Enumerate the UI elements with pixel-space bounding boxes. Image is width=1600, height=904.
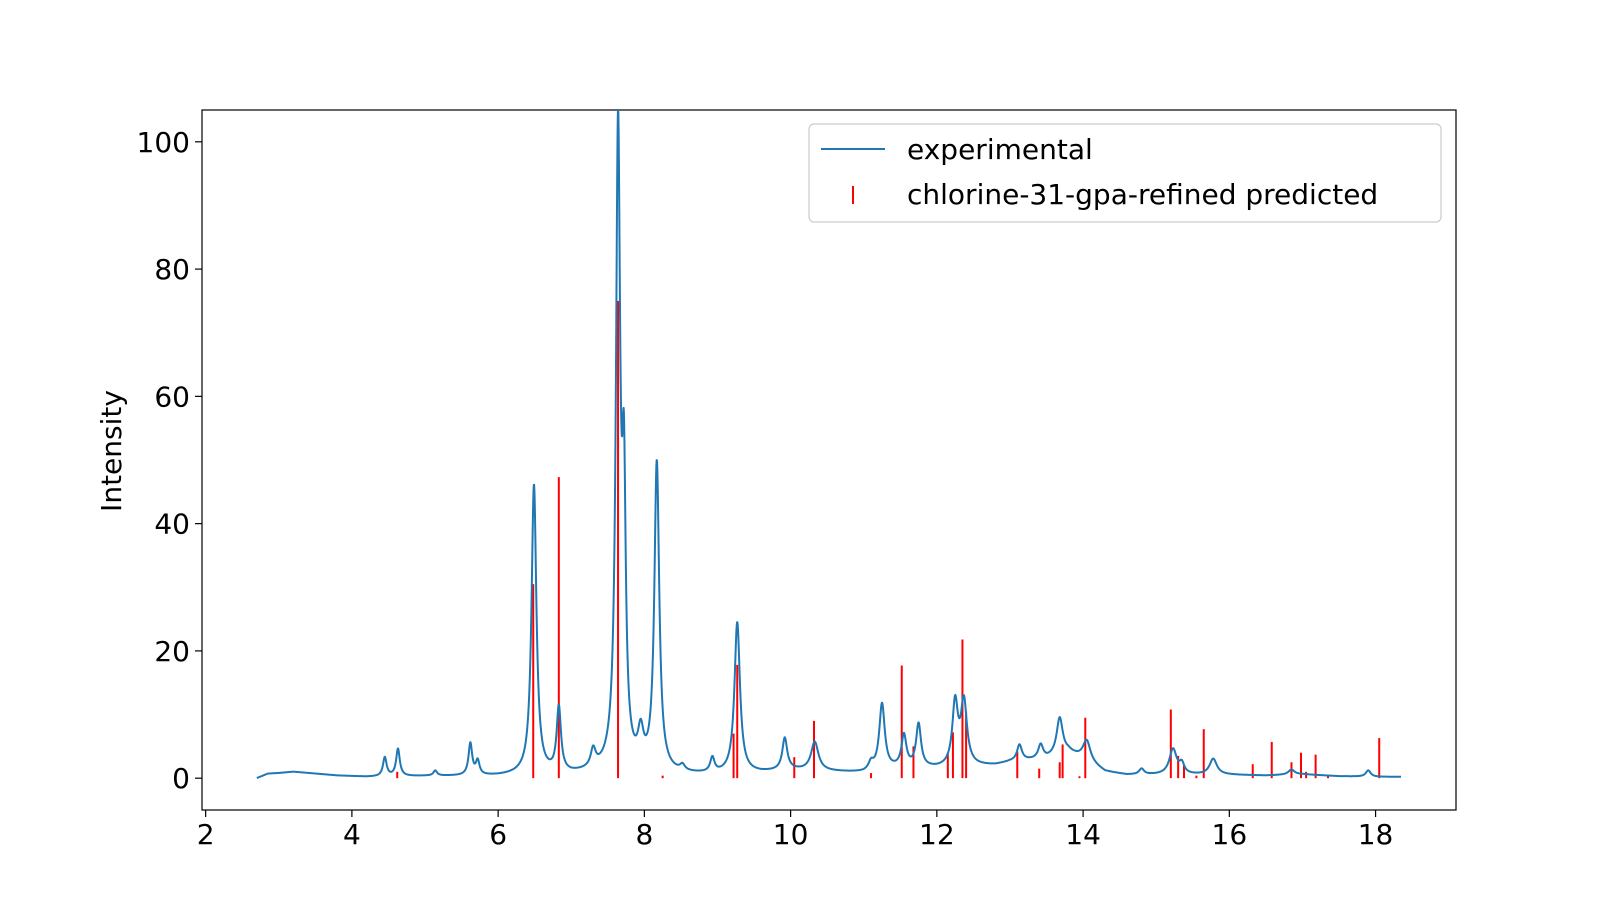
y-axis-label: Intensity [95,390,128,512]
y-tick-label: 60 [154,380,190,413]
experimental-curve [256,110,1402,779]
x-tick-label: 10 [773,818,809,851]
legend-box [808,123,1442,223]
axes: 2 4 6 8 10 12 14 16 18 0 20 40 60 80 100 [137,109,1457,851]
y-tick-label: 0 [172,762,190,795]
plot-area [256,110,1402,779]
y-tick-label: 20 [154,635,190,668]
x-tick-label: 6 [489,818,507,851]
legend-label-experimental: experimental [907,133,1093,166]
y-tick-label: 40 [154,508,190,541]
x-tick-label: 16 [1212,818,1248,851]
x-tick-label: 18 [1358,818,1394,851]
legend-label-predicted: chlorine-31-gpa-refined predicted [907,178,1378,211]
x-tick-label: 2 [197,818,215,851]
axes-frame [201,109,1457,811]
y-tick-label: 100 [137,126,190,159]
x-tick-label: 8 [635,818,653,851]
y-tick-label: 80 [154,253,190,286]
x-tick-label: 12 [919,818,955,851]
x-tick-label: 14 [1065,818,1101,851]
x-tick-label: 4 [343,818,361,851]
legend: experimental chlorine-31-gpa-refined pred… [808,123,1442,223]
